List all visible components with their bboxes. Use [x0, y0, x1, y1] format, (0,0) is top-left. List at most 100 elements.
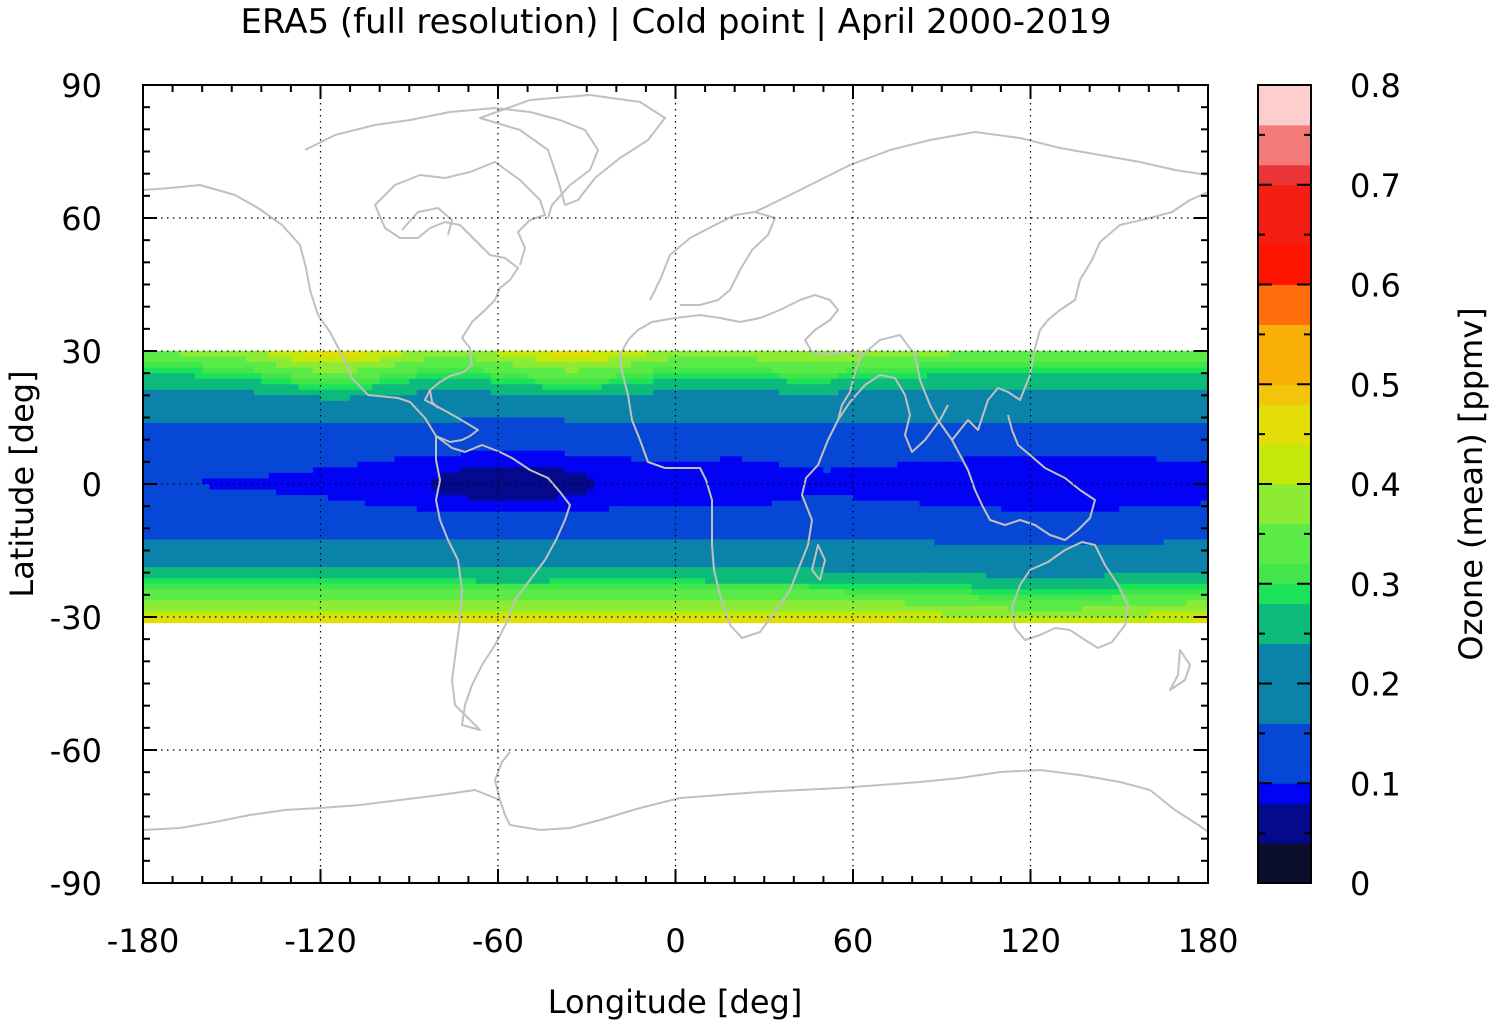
field-cell	[1052, 472, 1061, 480]
field-cell	[1089, 362, 1098, 369]
field-cell	[845, 500, 854, 507]
field-cell	[986, 400, 995, 408]
field-cell	[194, 517, 203, 524]
field-cell	[401, 423, 410, 430]
field-cell	[1089, 472, 1098, 480]
field-cell	[1067, 395, 1076, 402]
field-cell	[327, 478, 336, 485]
field-cell	[253, 423, 262, 430]
field-cell	[512, 428, 521, 435]
field-cell	[1082, 511, 1091, 518]
field-cell	[571, 406, 580, 413]
field-cell	[1045, 439, 1054, 446]
field-cell	[601, 445, 610, 452]
field-cell	[475, 539, 484, 546]
field-cell	[742, 539, 751, 546]
field-cell	[172, 495, 181, 502]
field-cell	[1119, 395, 1128, 402]
field-cell	[978, 417, 987, 424]
field-cell	[1193, 467, 1202, 474]
field-cell	[845, 489, 854, 496]
field-cell	[838, 362, 847, 369]
field-cell	[830, 406, 839, 413]
field-cell	[801, 439, 810, 446]
field-cell	[172, 395, 181, 402]
field-cell	[394, 522, 403, 529]
field-cell	[934, 378, 943, 385]
field-cell	[224, 445, 233, 452]
field-cell	[1045, 406, 1054, 413]
field-cell	[608, 478, 617, 485]
field-cell	[1119, 445, 1128, 452]
field-cell	[520, 406, 529, 413]
field-cell	[682, 439, 691, 446]
field-cell	[461, 539, 470, 546]
field-cell	[239, 356, 248, 363]
field-cell	[446, 395, 455, 402]
field-cell	[816, 517, 825, 524]
field-cell	[867, 484, 876, 491]
field-cell	[542, 423, 551, 430]
field-cell	[1045, 417, 1054, 424]
field-cell	[897, 461, 906, 468]
field-cell	[224, 528, 233, 535]
field-cell	[342, 384, 351, 391]
field-cell	[631, 517, 640, 524]
field-cell	[712, 439, 721, 446]
field-cell	[224, 467, 233, 474]
field-cell	[956, 362, 965, 369]
field-cell	[416, 478, 425, 485]
field-cell	[520, 539, 529, 546]
field-cell	[1141, 478, 1150, 485]
field-cell	[712, 395, 721, 402]
field-cell	[1008, 356, 1017, 363]
field-cell	[727, 500, 736, 507]
field-cell	[261, 406, 270, 413]
field-cell	[1067, 378, 1076, 385]
field-cell	[1052, 378, 1061, 385]
field-cell	[202, 511, 211, 518]
field-cell	[143, 384, 151, 391]
field-cell	[771, 528, 780, 535]
field-cell	[882, 351, 891, 358]
field-cell	[838, 489, 847, 496]
field-cell	[963, 351, 972, 358]
field-cell	[231, 351, 240, 358]
field-cell	[571, 472, 580, 480]
field-cell	[1185, 445, 1194, 452]
field-cell	[416, 439, 425, 446]
field-cell	[705, 400, 714, 408]
field-cell	[1156, 445, 1165, 452]
field-cell	[187, 467, 196, 474]
field-cell	[978, 367, 987, 374]
field-cell	[934, 395, 943, 402]
field-cell	[912, 450, 921, 457]
field-cell	[571, 400, 580, 408]
field-cell	[853, 351, 861, 358]
field-cell	[579, 423, 588, 430]
field-cell	[682, 489, 691, 496]
field-cell	[453, 367, 462, 374]
field-cell	[712, 467, 721, 474]
field-cell	[1030, 423, 1039, 430]
field-cell	[194, 417, 203, 424]
field-cell	[424, 434, 433, 441]
field-cell	[1082, 439, 1091, 446]
field-cell	[1156, 400, 1165, 408]
field-cell	[1074, 351, 1083, 358]
field-cell	[1148, 417, 1157, 424]
field-cell	[268, 500, 277, 507]
field-cell	[549, 456, 558, 463]
field-cell	[608, 511, 617, 518]
field-cell	[1089, 511, 1098, 518]
field-cell	[616, 423, 625, 430]
field-cell	[1074, 367, 1083, 374]
field-cell	[387, 423, 396, 430]
field-cell	[1074, 384, 1083, 391]
field-cell	[1097, 423, 1106, 430]
field-cell	[246, 467, 255, 474]
field-cell	[231, 472, 240, 480]
field-cell	[549, 517, 558, 524]
field-cell	[224, 511, 233, 518]
field-cell	[830, 450, 839, 457]
